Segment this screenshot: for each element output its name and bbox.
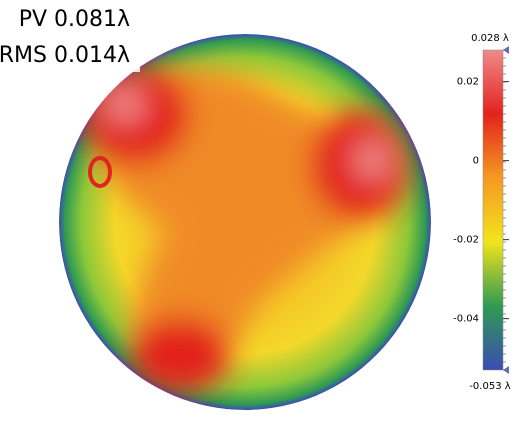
rms-label: RMS 0.014λ (0, 43, 130, 68)
colorbar-tick-label: -0.04 (453, 314, 479, 325)
end-marker (503, 46, 509, 54)
colorbar-end-label: -0.053 λ (469, 381, 510, 392)
colorbar-tick-label: -0.02 (453, 235, 479, 246)
colorbar-tick-label: 0.02 (457, 77, 479, 88)
colorbar (482, 49, 504, 371)
pv-label: PV 0.081λ (19, 7, 130, 32)
surface-map (59, 34, 431, 410)
annotation-bg (0, 0, 140, 72)
end-marker (503, 366, 509, 374)
colorbar-tick-label: 0 (473, 156, 479, 167)
colorbar-end-label: 0.028 λ (471, 33, 509, 44)
